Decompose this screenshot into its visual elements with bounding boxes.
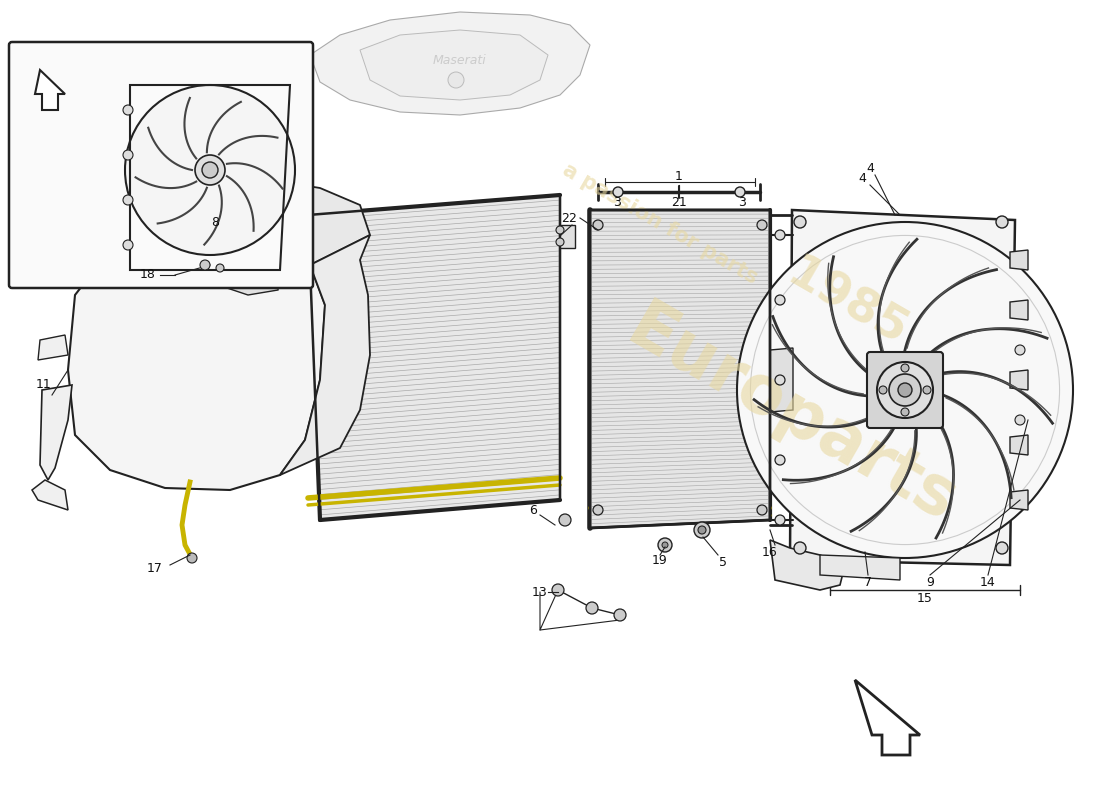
Polygon shape xyxy=(790,210,1015,565)
Text: a passion for parts: a passion for parts xyxy=(559,160,761,288)
Text: 1: 1 xyxy=(675,170,683,183)
Polygon shape xyxy=(1010,490,1028,510)
Polygon shape xyxy=(820,555,900,580)
Circle shape xyxy=(556,238,564,246)
Text: 6: 6 xyxy=(529,503,537,517)
Polygon shape xyxy=(35,70,65,110)
Text: 9: 9 xyxy=(926,575,934,589)
Polygon shape xyxy=(1010,300,1028,320)
Circle shape xyxy=(195,155,226,185)
Circle shape xyxy=(123,150,133,160)
Circle shape xyxy=(613,187,623,197)
FancyBboxPatch shape xyxy=(9,42,314,288)
Circle shape xyxy=(776,230,785,240)
Circle shape xyxy=(556,226,564,234)
Text: 18: 18 xyxy=(140,267,156,281)
Text: 16: 16 xyxy=(762,546,778,558)
Polygon shape xyxy=(32,480,68,510)
Circle shape xyxy=(776,375,785,385)
Circle shape xyxy=(737,222,1072,558)
Polygon shape xyxy=(770,540,845,590)
Circle shape xyxy=(757,505,767,515)
Circle shape xyxy=(898,383,912,397)
Circle shape xyxy=(996,542,1008,554)
Circle shape xyxy=(1015,415,1025,425)
Circle shape xyxy=(1015,345,1025,355)
Circle shape xyxy=(202,162,218,178)
Polygon shape xyxy=(308,195,560,520)
Text: 3: 3 xyxy=(738,195,746,209)
Polygon shape xyxy=(1010,250,1028,270)
Text: Europarts: Europarts xyxy=(616,295,968,537)
Circle shape xyxy=(698,526,706,534)
Polygon shape xyxy=(590,210,770,528)
Text: 2: 2 xyxy=(568,211,576,225)
Circle shape xyxy=(593,220,603,230)
Polygon shape xyxy=(198,218,295,262)
Text: 21: 21 xyxy=(671,195,686,209)
Text: 4: 4 xyxy=(858,171,866,185)
Circle shape xyxy=(200,260,210,270)
Polygon shape xyxy=(560,225,575,248)
Text: 3: 3 xyxy=(613,195,620,209)
Text: 5: 5 xyxy=(719,555,727,569)
Circle shape xyxy=(187,553,197,563)
Text: 19: 19 xyxy=(652,554,668,566)
Circle shape xyxy=(901,408,909,416)
Polygon shape xyxy=(68,228,324,490)
Text: 15: 15 xyxy=(917,591,933,605)
Text: 7: 7 xyxy=(864,575,872,589)
Circle shape xyxy=(614,609,626,621)
Polygon shape xyxy=(1010,370,1028,390)
Circle shape xyxy=(757,220,767,230)
Circle shape xyxy=(448,72,464,88)
Circle shape xyxy=(776,515,785,525)
Polygon shape xyxy=(1010,435,1028,455)
Circle shape xyxy=(996,216,1008,228)
Text: 14: 14 xyxy=(980,575,996,589)
Polygon shape xyxy=(280,235,370,475)
Text: Maserati: Maserati xyxy=(433,54,487,66)
Circle shape xyxy=(901,364,909,372)
Polygon shape xyxy=(214,258,280,295)
Circle shape xyxy=(559,514,571,526)
Polygon shape xyxy=(40,385,72,480)
Circle shape xyxy=(877,362,933,418)
Circle shape xyxy=(123,240,133,250)
Text: 1985: 1985 xyxy=(779,252,915,356)
Polygon shape xyxy=(165,180,370,265)
Circle shape xyxy=(593,505,603,515)
Circle shape xyxy=(889,374,921,406)
Circle shape xyxy=(552,584,564,596)
Circle shape xyxy=(776,455,785,465)
Circle shape xyxy=(123,195,133,205)
Circle shape xyxy=(694,522,710,538)
Circle shape xyxy=(879,386,887,394)
Text: 17: 17 xyxy=(147,562,163,574)
Text: 2: 2 xyxy=(561,211,569,225)
Text: 8: 8 xyxy=(211,215,219,229)
Circle shape xyxy=(216,264,224,272)
Polygon shape xyxy=(360,30,548,100)
Text: 11: 11 xyxy=(36,378,52,391)
Text: 4: 4 xyxy=(866,162,873,174)
Ellipse shape xyxy=(125,85,295,255)
Circle shape xyxy=(586,602,598,614)
Polygon shape xyxy=(310,12,590,115)
Circle shape xyxy=(923,386,931,394)
Circle shape xyxy=(123,105,133,115)
Circle shape xyxy=(662,542,668,548)
Circle shape xyxy=(658,538,672,552)
Circle shape xyxy=(794,542,806,554)
FancyBboxPatch shape xyxy=(867,352,943,428)
Polygon shape xyxy=(770,348,793,412)
Circle shape xyxy=(776,295,785,305)
Polygon shape xyxy=(39,335,68,360)
Circle shape xyxy=(735,187,745,197)
Circle shape xyxy=(794,216,806,228)
Text: 13: 13 xyxy=(532,586,548,598)
Polygon shape xyxy=(855,680,920,755)
